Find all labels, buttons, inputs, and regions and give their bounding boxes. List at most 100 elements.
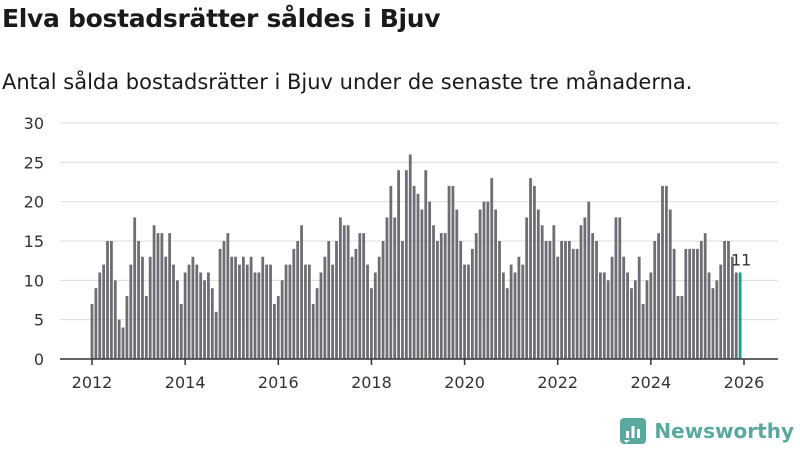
bar bbox=[428, 201, 432, 359]
bar bbox=[338, 217, 342, 359]
bar bbox=[113, 280, 117, 359]
bar bbox=[408, 154, 412, 359]
bar bbox=[501, 272, 505, 359]
bar bbox=[521, 264, 525, 359]
newsworthy-logo-icon bbox=[620, 418, 647, 444]
bar bbox=[234, 256, 237, 359]
bar bbox=[175, 280, 179, 359]
bar bbox=[498, 241, 501, 359]
bar bbox=[292, 248, 296, 359]
bar bbox=[191, 256, 195, 359]
bar bbox=[253, 272, 257, 359]
bar bbox=[311, 303, 315, 359]
y-tick-label-0: 0 bbox=[34, 350, 44, 369]
bar bbox=[486, 201, 490, 359]
bar bbox=[633, 280, 637, 359]
bar bbox=[362, 233, 366, 359]
bar bbox=[696, 248, 699, 359]
bar bbox=[203, 280, 206, 359]
bar bbox=[335, 241, 338, 359]
bar bbox=[90, 303, 94, 359]
bar bbox=[106, 241, 109, 359]
bar bbox=[614, 217, 618, 359]
bar bbox=[144, 296, 148, 359]
highlight-data-label: 11 bbox=[731, 250, 751, 269]
bar bbox=[447, 185, 451, 359]
bar bbox=[730, 256, 734, 359]
bar bbox=[245, 264, 249, 359]
bar bbox=[509, 264, 513, 359]
bar bbox=[474, 233, 478, 359]
bar bbox=[548, 241, 552, 359]
y-tick-label-20: 20 bbox=[24, 193, 44, 212]
y-tick-label-5: 5 bbox=[34, 311, 44, 330]
bar bbox=[482, 201, 486, 359]
bar bbox=[195, 264, 199, 359]
y-axis-tick-labels: 0 5 10 15 20 25 30 bbox=[24, 114, 44, 369]
brand-name: Newsworthy bbox=[654, 419, 794, 443]
bar bbox=[606, 280, 610, 359]
bar bbox=[467, 264, 470, 359]
bar bbox=[110, 241, 113, 359]
y-tick-label-15: 15 bbox=[24, 232, 44, 251]
bar bbox=[723, 241, 726, 359]
bar bbox=[680, 296, 684, 359]
bar bbox=[377, 256, 381, 359]
bar bbox=[265, 264, 269, 359]
bar bbox=[370, 288, 373, 359]
bar bbox=[164, 256, 168, 359]
bar bbox=[172, 264, 175, 359]
bar bbox=[102, 264, 106, 359]
bar bbox=[354, 248, 358, 359]
bar bbox=[210, 288, 214, 359]
bar bbox=[117, 319, 121, 359]
bar bbox=[529, 178, 532, 359]
bar bbox=[459, 241, 463, 359]
bar bbox=[727, 241, 730, 359]
bar bbox=[94, 288, 98, 359]
bar bbox=[199, 272, 203, 359]
bar bbox=[711, 288, 715, 359]
bar bbox=[141, 256, 144, 359]
bar bbox=[591, 233, 595, 359]
bar bbox=[300, 225, 303, 359]
y-tick-label-10: 10 bbox=[24, 271, 44, 290]
bar bbox=[455, 209, 459, 359]
bar bbox=[525, 217, 529, 359]
bar bbox=[560, 241, 563, 359]
bar bbox=[544, 241, 548, 359]
bar bbox=[533, 185, 536, 359]
bar bbox=[327, 241, 331, 359]
bar bbox=[241, 256, 245, 359]
bar bbox=[342, 225, 346, 359]
newsworthy-brand: Newsworthy bbox=[620, 418, 794, 444]
bar bbox=[645, 280, 649, 359]
bar bbox=[168, 233, 172, 359]
bar bbox=[133, 217, 137, 359]
bar bbox=[664, 185, 668, 359]
bar bbox=[331, 264, 335, 359]
bar bbox=[319, 272, 323, 359]
bar bbox=[160, 233, 164, 359]
bar bbox=[583, 217, 587, 359]
chart-subtitle: Antal sålda bostadsrätter i Bjuv under d… bbox=[2, 70, 693, 94]
bar bbox=[273, 303, 276, 359]
bar bbox=[567, 241, 571, 359]
bar bbox=[587, 201, 591, 359]
bar bbox=[564, 241, 567, 359]
bar bbox=[404, 170, 408, 359]
bar bbox=[152, 225, 156, 359]
bar bbox=[148, 256, 152, 359]
bar-chart: 0 5 10 15 20 25 30 2012 2014 2016 2018 2020 2022 202… bbox=[24, 114, 778, 392]
bar bbox=[490, 178, 494, 359]
bar bbox=[346, 225, 350, 359]
bar bbox=[129, 264, 133, 359]
bar bbox=[707, 272, 711, 359]
bar bbox=[218, 248, 222, 359]
bar bbox=[257, 272, 261, 359]
bar bbox=[350, 256, 354, 359]
bar bbox=[366, 264, 369, 359]
bar bbox=[463, 264, 466, 359]
bar bbox=[602, 272, 606, 359]
bar bbox=[649, 272, 653, 359]
